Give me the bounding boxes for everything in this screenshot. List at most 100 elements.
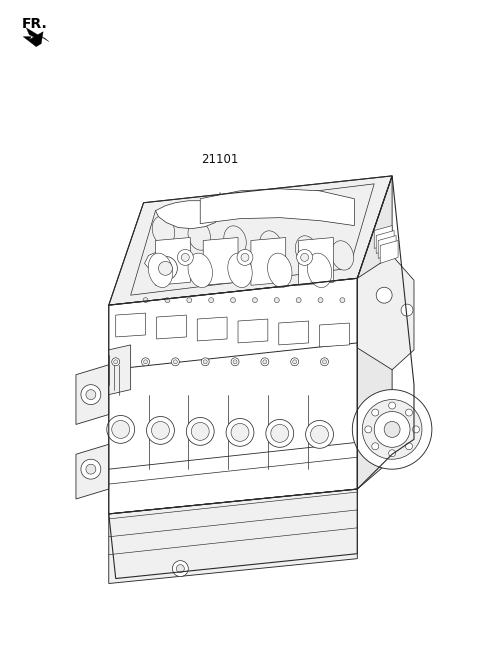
Circle shape bbox=[171, 358, 180, 365]
Circle shape bbox=[318, 297, 323, 303]
Polygon shape bbox=[238, 319, 268, 343]
Polygon shape bbox=[279, 321, 309, 345]
Polygon shape bbox=[76, 444, 109, 499]
Circle shape bbox=[389, 450, 396, 457]
Circle shape bbox=[186, 417, 214, 445]
Polygon shape bbox=[378, 236, 396, 259]
Circle shape bbox=[144, 360, 147, 364]
Circle shape bbox=[86, 464, 96, 474]
Circle shape bbox=[176, 565, 184, 572]
Polygon shape bbox=[156, 315, 186, 339]
Circle shape bbox=[252, 297, 257, 303]
Circle shape bbox=[323, 360, 326, 364]
Circle shape bbox=[412, 426, 420, 433]
Circle shape bbox=[209, 297, 214, 303]
Circle shape bbox=[86, 390, 96, 400]
Ellipse shape bbox=[260, 231, 282, 260]
Circle shape bbox=[293, 360, 297, 364]
Polygon shape bbox=[251, 238, 286, 285]
Polygon shape bbox=[299, 238, 334, 285]
Polygon shape bbox=[23, 31, 43, 47]
Circle shape bbox=[389, 402, 396, 409]
Circle shape bbox=[81, 459, 101, 479]
Circle shape bbox=[173, 360, 178, 364]
Circle shape bbox=[192, 422, 209, 440]
Polygon shape bbox=[109, 345, 131, 394]
Circle shape bbox=[376, 288, 392, 303]
Circle shape bbox=[340, 297, 345, 303]
Ellipse shape bbox=[152, 216, 175, 245]
Circle shape bbox=[365, 426, 372, 433]
Ellipse shape bbox=[331, 241, 354, 270]
Polygon shape bbox=[200, 189, 354, 225]
Circle shape bbox=[271, 424, 288, 442]
Circle shape bbox=[178, 250, 193, 265]
Circle shape bbox=[152, 421, 169, 440]
Circle shape bbox=[154, 256, 178, 280]
Polygon shape bbox=[26, 28, 49, 42]
Circle shape bbox=[201, 358, 209, 365]
Circle shape bbox=[181, 253, 189, 261]
Circle shape bbox=[172, 561, 188, 576]
Polygon shape bbox=[320, 323, 349, 347]
Polygon shape bbox=[131, 184, 374, 295]
Circle shape bbox=[372, 443, 379, 450]
Ellipse shape bbox=[224, 226, 246, 255]
Circle shape bbox=[374, 411, 410, 447]
Circle shape bbox=[226, 419, 254, 446]
Circle shape bbox=[231, 358, 239, 365]
Circle shape bbox=[142, 358, 150, 365]
Polygon shape bbox=[156, 200, 220, 229]
Polygon shape bbox=[116, 313, 145, 337]
Ellipse shape bbox=[295, 236, 318, 265]
Ellipse shape bbox=[267, 253, 292, 288]
Polygon shape bbox=[109, 176, 392, 305]
Circle shape bbox=[187, 297, 192, 303]
Circle shape bbox=[266, 419, 294, 447]
Circle shape bbox=[263, 360, 267, 364]
Polygon shape bbox=[380, 240, 398, 263]
Circle shape bbox=[231, 423, 249, 441]
Circle shape bbox=[146, 417, 174, 444]
Polygon shape bbox=[357, 176, 392, 489]
Circle shape bbox=[112, 421, 130, 438]
Circle shape bbox=[230, 297, 236, 303]
Circle shape bbox=[372, 409, 379, 416]
Text: 21101: 21101 bbox=[202, 153, 239, 166]
Circle shape bbox=[406, 409, 412, 416]
Polygon shape bbox=[357, 255, 414, 370]
Circle shape bbox=[401, 304, 413, 316]
Polygon shape bbox=[376, 231, 394, 253]
Circle shape bbox=[406, 443, 412, 450]
Polygon shape bbox=[109, 278, 357, 514]
Circle shape bbox=[112, 358, 120, 365]
Circle shape bbox=[165, 297, 170, 303]
Ellipse shape bbox=[148, 253, 173, 288]
Circle shape bbox=[300, 253, 309, 261]
Circle shape bbox=[81, 384, 101, 405]
Circle shape bbox=[143, 297, 148, 303]
Ellipse shape bbox=[228, 253, 252, 288]
Ellipse shape bbox=[188, 253, 213, 288]
Polygon shape bbox=[197, 317, 227, 341]
Circle shape bbox=[384, 421, 400, 438]
Polygon shape bbox=[156, 238, 190, 285]
Circle shape bbox=[237, 250, 253, 265]
Circle shape bbox=[296, 297, 301, 303]
Circle shape bbox=[306, 421, 334, 448]
Circle shape bbox=[261, 358, 269, 365]
Circle shape bbox=[321, 358, 328, 365]
Circle shape bbox=[241, 253, 249, 261]
Circle shape bbox=[291, 358, 299, 365]
Polygon shape bbox=[144, 248, 190, 274]
Circle shape bbox=[311, 426, 328, 443]
Polygon shape bbox=[109, 489, 357, 584]
Polygon shape bbox=[203, 238, 238, 285]
Circle shape bbox=[274, 297, 279, 303]
Circle shape bbox=[362, 400, 422, 459]
Polygon shape bbox=[76, 365, 109, 424]
Circle shape bbox=[352, 390, 432, 469]
Ellipse shape bbox=[188, 221, 211, 250]
Circle shape bbox=[203, 360, 207, 364]
Circle shape bbox=[233, 360, 237, 364]
